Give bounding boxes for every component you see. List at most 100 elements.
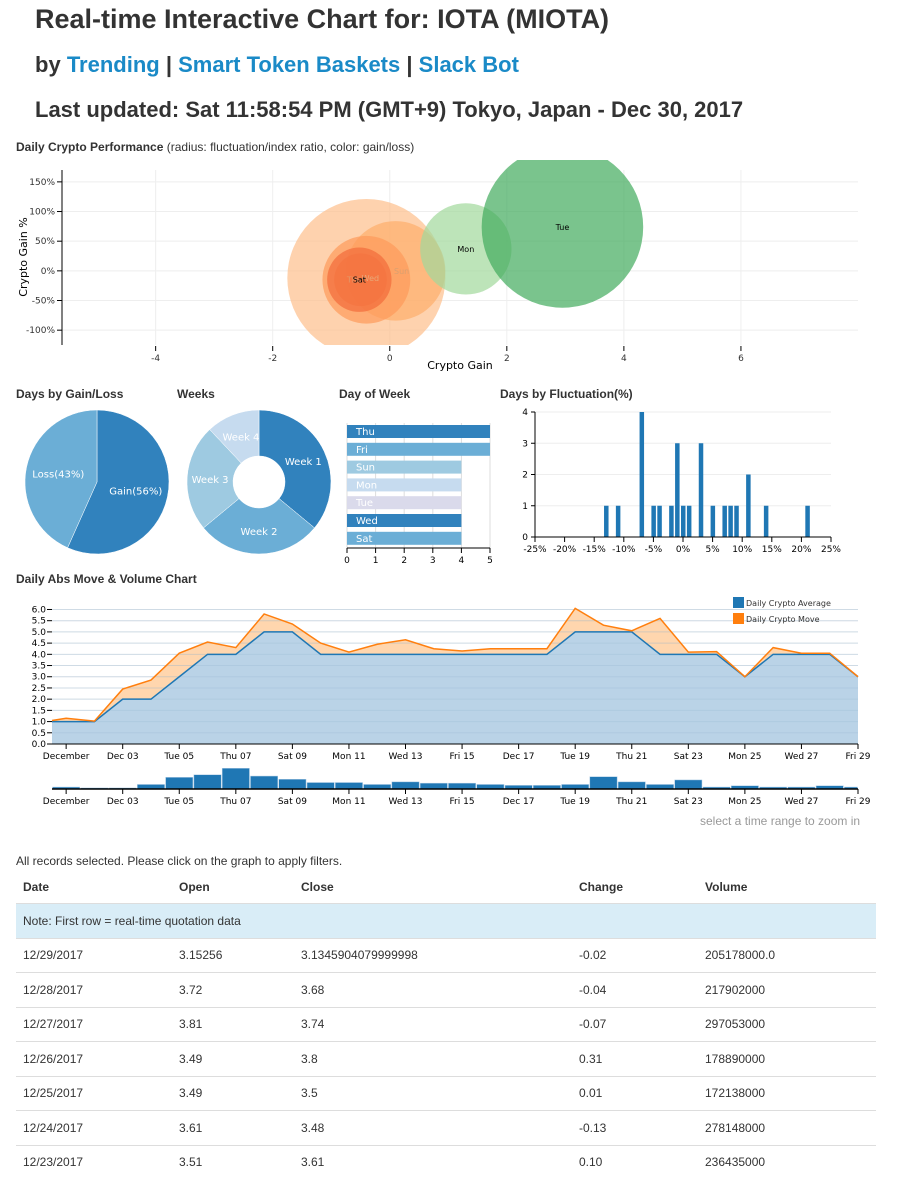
dayofweek-title: Day of Week [339, 387, 411, 401]
table-row[interactable]: 12/24/2017 3.61 3.48 -0.13 278148000 [16, 1110, 876, 1145]
y-tick-label: 0 [522, 533, 528, 543]
cell-open: 3.81 [172, 1006, 294, 1042]
col-open[interactable]: Open [179, 879, 210, 894]
x-tick-label: Fri 15 [450, 797, 475, 807]
x-tick-label: 15% [762, 545, 782, 555]
table-row[interactable]: 12/26/2017 3.49 3.8 0.31 178890000 [16, 1041, 876, 1076]
y-tick-label: 0.5 [32, 729, 46, 739]
x-tick-label: -20% [553, 545, 577, 555]
cell-date: 12/23/2017 [16, 1144, 172, 1179]
absmove-area-chart[interactable]: 0.00.51.0 1.52.02.53.03.5 4.04.55.05.5 6.0 D… [0, 590, 918, 770]
bar-label: Tue [355, 498, 373, 509]
y-tick-label: -100% [26, 326, 55, 336]
bar-label: Sun [356, 463, 375, 474]
fluct-bar [698, 443, 704, 537]
pie-slice [258, 409, 332, 529]
smart-token-baskets-link[interactable]: Smart Token Baskets [178, 52, 401, 77]
fluct-bar [675, 443, 680, 537]
by-prefix: by [35, 52, 61, 77]
trending-link[interactable]: Trending [66, 52, 160, 77]
volume-bar [278, 779, 307, 790]
y-tick-label: 3.5 [32, 662, 46, 672]
bubble-tue [481, 160, 644, 308]
fluct-bar [639, 412, 645, 537]
x-tick-label: December [43, 797, 90, 807]
dayofweek-bar-chart[interactable]: 0 1 2 3 4 5 Thu Fri Sun Mon Tue Wed Sat [330, 405, 505, 570]
bar-sun [347, 460, 462, 474]
pie-slice [24, 409, 98, 549]
y-tick-label: 1 [522, 502, 528, 512]
x-tick-label: Fri 29 [845, 797, 870, 807]
bubble-subtitle: (radius: fluctuation/index ratio, color:… [166, 140, 415, 154]
volume-bar [335, 782, 363, 790]
cell-open: 3.49 [172, 1041, 294, 1076]
x-tick-label: Mon 25 [728, 752, 761, 762]
cell-volume: 172138000 [698, 1075, 876, 1111]
x-tick-label: Tue 05 [163, 797, 194, 807]
table-row[interactable]: 12/25/2017 3.49 3.5 0.01 172138000 [16, 1075, 876, 1111]
slice-label: Week 1 [285, 457, 322, 468]
separator: | [406, 52, 413, 77]
volume-bar [589, 776, 618, 790]
y-tick-label: 1.5 [32, 706, 46, 716]
table-row[interactable]: 12/29/2017 3.15256 3.1345904079999998 -0.02… [16, 937, 876, 973]
cell-change: -0.02 [572, 937, 698, 973]
x-tick-label: Mon 11 [332, 797, 365, 807]
bubble-label: Wed [362, 274, 379, 283]
x-tick-label: Wed 13 [389, 752, 423, 762]
slice-label: Week 4 [222, 432, 259, 443]
gainloss-pie-chart[interactable]: Gain(56%) Loss(43%) [20, 405, 175, 560]
y-tick-label: 150% [29, 178, 55, 188]
y-tick-label: 6.0 [32, 605, 47, 615]
table-row[interactable]: 12/28/2017 3.72 3.68 -0.04 217902000 [16, 972, 876, 1007]
bar-sat [347, 531, 462, 545]
legend-swatch [733, 613, 744, 624]
bubble-chart[interactable]: -100% -50% 0% 50% 100% 150% -4 -2 0 2 4 6 Wed Sun ThuF… [0, 160, 918, 375]
bubble-title-text: Daily Crypto Performance [16, 140, 164, 154]
volume-range-chart[interactable]: December Dec 03 Tue 05 Thu 07 Sat 09 Mon 11 We… [0, 765, 918, 810]
cell-close: 3.74 [294, 1006, 572, 1042]
weeks-donut-chart[interactable]: Week 1 Week 2 Week 3 Week 4 [182, 405, 337, 560]
cell-date: 12/28/2017 [16, 972, 172, 1007]
fluct-bar [805, 505, 810, 537]
legend-swatch [733, 597, 744, 608]
col-change[interactable]: Change [579, 879, 624, 894]
cell-volume: 278148000 [698, 1110, 876, 1145]
x-tick-label: 0% [676, 545, 691, 555]
bubble-chart-title: Daily Crypto Performance (radius: fluctu… [16, 140, 414, 154]
x-tick-label: 4 [621, 354, 627, 364]
x-tick-label: 4 [459, 556, 465, 566]
cell-change: 0.10 [572, 1144, 698, 1179]
x-tick-label: 6 [738, 354, 744, 364]
page-title: Real-time Interactive Chart for: IOTA (M… [35, 4, 610, 34]
x-tick-label: 0 [344, 556, 350, 566]
weeks-title: Weeks [177, 387, 215, 401]
cell-open: 3.15256 [172, 937, 294, 973]
x-tick-label: December [43, 752, 90, 762]
x-tick-label: Sat 09 [278, 797, 307, 807]
col-close[interactable]: Close [301, 879, 334, 894]
fluctuation-bar-chart[interactable]: 0 1 2 3 4 -25% -20% -15% -10% -5% 0% 5% 10% 15% 20% 25% [495, 400, 855, 560]
cell-date: 12/24/2017 [16, 1110, 172, 1145]
x-tick-label: -25% [523, 545, 547, 555]
x-tick-label: -10% [612, 545, 636, 555]
x-tick-label: 2 [504, 354, 510, 364]
y-tick-label: 4.5 [32, 639, 46, 649]
col-volume[interactable]: Volume [705, 879, 748, 894]
cell-volume: 217902000 [698, 972, 876, 1007]
bubble-label: Sun [394, 267, 409, 276]
slack-bot-link[interactable]: Slack Bot [418, 52, 519, 77]
table-row[interactable]: 12/27/2017 3.81 3.74 -0.07 297053000 [16, 1006, 876, 1042]
cell-close: 3.61 [294, 1144, 572, 1179]
slice-label: Gain(56%) [109, 486, 162, 497]
y-tick-label: 2.0 [32, 695, 47, 705]
x-tick-label: Mon 11 [332, 752, 365, 762]
bar-label: Fri [356, 445, 368, 456]
move-line [51, 607, 859, 722]
x-tick-label: -4 [151, 354, 160, 364]
x-tick-label: 10% [732, 545, 752, 555]
table-row[interactable]: 12/23/2017 3.51 3.61 0.10 236435000 [16, 1144, 876, 1179]
x-tick-label: Wed 27 [784, 752, 818, 762]
x-tick-label: -2 [268, 354, 277, 364]
col-date[interactable]: Date [23, 879, 50, 894]
